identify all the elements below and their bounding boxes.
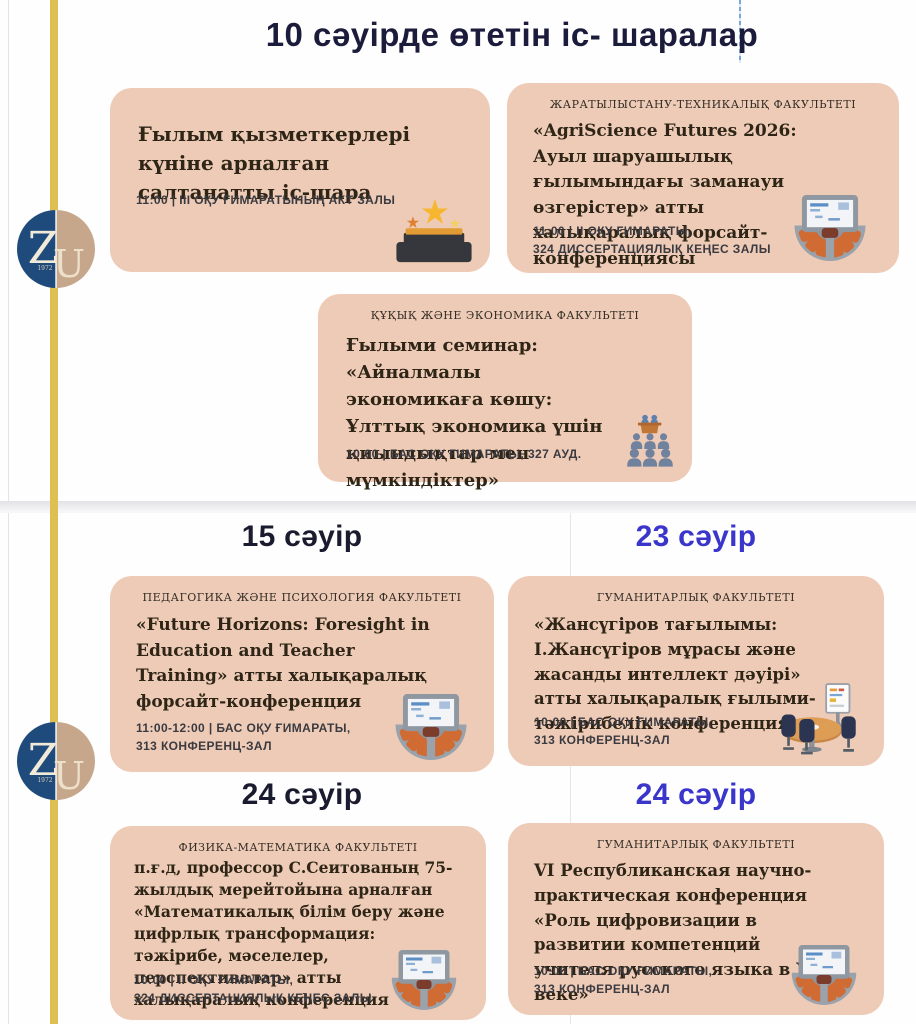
event-card-ceremony: Ғылым қызметкерлері күніне арналған салт… xyxy=(110,88,490,272)
yellow-accent-rule xyxy=(50,0,58,1024)
event-card-future-horizons: ПЕДАГОГИКА ЖӘНЕ ПСИХОЛОГИЯ ФАКУЛЬТЕТІ «F… xyxy=(110,576,494,772)
blue-guide-line xyxy=(739,0,741,63)
date-heading-april24-left: 24 сәуір xyxy=(241,778,363,811)
event-time-location: 11:00 | II ОҚУ ҒИМАРАТЫ, 324 ДИССЕРТАЦИЯ… xyxy=(533,222,771,259)
event-time-line2: 313 КОНФЕРЕНЦ-ЗАЛ xyxy=(136,739,272,754)
event-title: «Жансүгіров тағылымы: І.Жансүгіров мұрас… xyxy=(534,615,816,733)
event-card-zhansugirov: ГУМАНИТАРЛЫҚ ФАКУЛЬТЕТІ «Жансүгіров тағы… xyxy=(508,576,884,766)
event-time-location: 10:00 | II ОҚУ ҒИМАРАТЫ, 324 ДИССЕРТАЦИЯ… xyxy=(134,971,372,1008)
meeting-table-icon xyxy=(776,682,862,756)
event-title: «Future Horizons: Foresight in Education… xyxy=(136,615,430,712)
event-card-agriscience: ЖАРАТЫЛЫСТАНУ-ТЕХНИКАЛЫҚ ФАКУЛЬТЕТІ «Agr… xyxy=(507,83,899,273)
date-heading-april15: 15 сәуір xyxy=(241,520,363,553)
faculty-label: ЖАРАТЫЛЫСТАНУ-ТЕХНИКАЛЫҚ ФАКУЛЬТЕТІ xyxy=(549,98,857,111)
faculty-label: ФИЗИКА-МАТЕМАТИКА ФАКУЛЬТЕТІ xyxy=(178,841,418,854)
event-time-location: 10:00 | БАС ОҚУ ҒИМАРАТЫ, 313 КОНФЕРЕНЦ-… xyxy=(534,962,712,999)
faculty-label: ҚҰҚЫҚ ЖӘНЕ ЭКОНОМИКА ФАКУЛЬТЕТІ xyxy=(370,309,640,322)
column-divider-line xyxy=(570,513,571,1024)
event-time-location: 10:00 | БАС ОҚУ ҒИМАРАТЫ, 313 КОНФЕРЕНЦ-… xyxy=(534,713,712,750)
award-podium-icon xyxy=(392,198,476,264)
event-time-line1: 11:00 | II ОҚУ ҒИМАРАТЫ, xyxy=(533,223,692,238)
event-time-line2: 324 ДИССЕРТАЦИЯЛЫҚ КЕҢЕС ЗАЛЫ xyxy=(134,991,372,1006)
date-heading-april24-right: 24 сәуір xyxy=(635,778,757,811)
page-title: 10 сәуірде өтетін іс- шаралар xyxy=(265,16,759,53)
lecture-hall-icon xyxy=(390,694,472,760)
lecture-hall-icon xyxy=(386,950,462,1010)
event-title: п.ғ.д, профессор С.Сеитованың 75-жылдық … xyxy=(134,858,453,1009)
event-time-line2: 313 КОНФЕРЕНЦ-ЗАЛ xyxy=(534,982,670,997)
event-title: Ғылым қызметкерлері күніне арналған салт… xyxy=(138,122,411,204)
event-title: Ғылыми семинар: «Айналмалы экономикаға к… xyxy=(346,335,603,491)
event-time-line1: 10:00 | II ОҚУ ҒИМАРАТЫ, xyxy=(134,972,294,987)
date-heading-april23: 23 сәуір xyxy=(635,520,757,553)
event-time-location: 10:00 | БАС ОҚУ ҒИМАРАТЫ, 327 АУД. xyxy=(346,447,582,462)
lecture-hall-icon xyxy=(786,945,862,1005)
university-logo xyxy=(16,721,96,801)
faculty-label: ГУМАНИТАРЛЫҚ ФАКУЛЬТЕТІ xyxy=(596,838,796,851)
event-time-line2: 313 КОНФЕРЕНЦ-ЗАЛ xyxy=(534,733,670,748)
audience-presenter-icon xyxy=(618,404,682,474)
lecture-hall-icon xyxy=(789,195,871,261)
event-time-location: 11:00-12:00 | БАС ОҚУ ҒИМАРАТЫ, 313 КОНФ… xyxy=(136,719,351,756)
university-logo xyxy=(16,209,96,289)
event-card-math-conference: ФИЗИКА-МАТЕМАТИКА ФАКУЛЬТЕТІ п.ғ.д, проф… xyxy=(110,826,486,1020)
event-time-line1: 10:00 | БАС ОҚУ ҒИМАРАТЫ, xyxy=(534,963,713,978)
event-title: VI Республиканская научно-практическая к… xyxy=(534,861,830,1004)
event-time-location: 11:00 | III ОҚУ ҒИМАРАТЫНЫҢ АКТ ЗАЛЫ xyxy=(136,193,396,208)
page-section-divider xyxy=(0,501,916,513)
event-time-line1: 11:00-12:00 | БАС ОҚУ ҒИМАРАТЫ, xyxy=(136,720,351,735)
faculty-label: ГУМАНИТАРЛЫҚ ФАКУЛЬТЕТІ xyxy=(596,591,796,604)
faculty-label: ПЕДАГОГИКА ЖӘНЕ ПСИХОЛОГИЯ ФАКУЛЬТЕТІ xyxy=(142,591,462,604)
event-card-russian-language: ГУМАНИТАРЛЫҚ ФАКУЛЬТЕТІ VI Республиканск… xyxy=(508,823,884,1015)
event-time-line2: 324 ДИССЕРТАЦИЯЛЫҚ КЕҢЕС ЗАЛЫ xyxy=(533,242,771,257)
event-title: «AgriScience Futures 2026: Ауыл шаруашыл… xyxy=(533,121,797,269)
event-card-seminar: ҚҰҚЫҚ ЖӘНЕ ЭКОНОМИКА ФАКУЛЬТЕТІ Ғылыми с… xyxy=(318,294,692,491)
event-time-line1: 10:00 | БАС ОҚУ ҒИМАРАТЫ, xyxy=(534,714,713,729)
